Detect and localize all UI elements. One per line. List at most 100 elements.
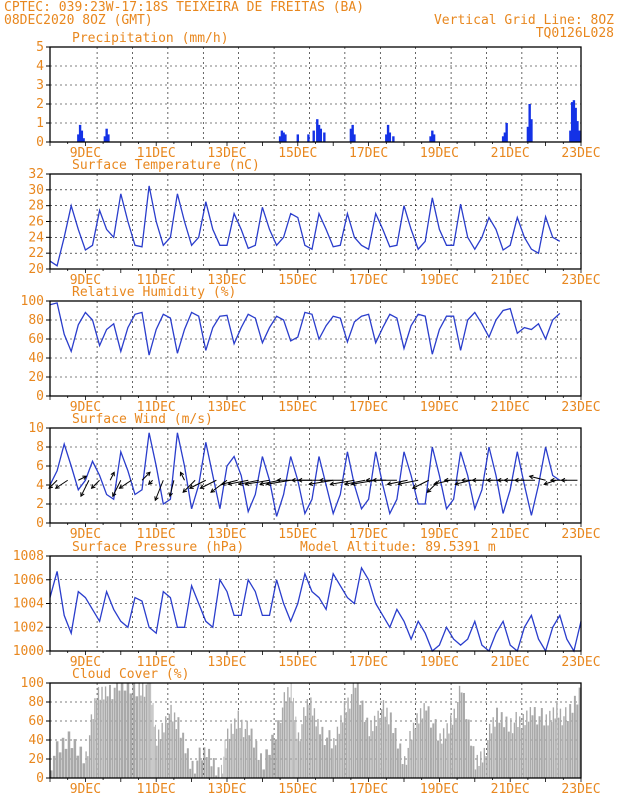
precip-bar xyxy=(82,138,85,142)
cloud-bar xyxy=(563,716,565,778)
cloud-bar xyxy=(396,748,399,778)
cloud-bar xyxy=(151,704,153,778)
cloud-bar xyxy=(373,715,376,778)
cloud-bar xyxy=(135,696,139,778)
x-tick-label: 19DEC xyxy=(420,146,459,161)
cloud-bar xyxy=(88,735,91,778)
wind-vector xyxy=(109,472,115,481)
cloud-bar xyxy=(210,766,213,778)
panels: Precipitation (mm/h) 0 1 2 3 4 5 9DEC 11DEC 13DEC… xyxy=(13,31,601,797)
wind-vector xyxy=(154,480,164,501)
y-tick-label: 0 xyxy=(36,389,44,404)
precip-bar xyxy=(501,136,505,142)
cloud-bar xyxy=(386,707,388,778)
cloud-bar xyxy=(143,696,146,778)
wind-arrowhead xyxy=(426,488,432,493)
cloud-bar xyxy=(99,699,101,778)
cloud-bar xyxy=(363,721,366,778)
y-tick-label: 30 xyxy=(28,183,44,198)
y-tick-label: 1008 xyxy=(13,549,44,564)
wind-vector xyxy=(221,479,238,485)
wind-arrowhead xyxy=(90,484,96,489)
cloud-bar xyxy=(310,697,312,778)
cloud-bar xyxy=(384,716,386,778)
y-tick-label: 40 xyxy=(28,733,44,748)
precip-bar xyxy=(388,132,392,142)
x-tick-label: 23DEC xyxy=(561,782,600,797)
cloud-bar xyxy=(498,722,501,778)
precip-bar xyxy=(392,136,395,142)
panel-5: Surface Pressure (hPa) Model Altitude: 89… xyxy=(13,540,601,670)
x-tick-label: 11DEC xyxy=(137,527,176,542)
cloud-bar xyxy=(448,733,450,778)
precip-bar xyxy=(386,124,390,142)
cloud-bar xyxy=(184,753,187,778)
cloud-bar xyxy=(474,769,477,778)
wind-vector xyxy=(182,479,196,493)
cloud-bar xyxy=(557,717,560,778)
wind-arrowhead xyxy=(454,481,460,486)
y-tick-label: 4 xyxy=(36,478,44,493)
x-tick-label: 19DEC xyxy=(420,655,459,670)
cloud-bar xyxy=(323,745,326,778)
precip-bar xyxy=(574,107,577,142)
cloud-bar xyxy=(163,732,165,778)
cloud-bar xyxy=(361,700,364,778)
x-tick-label: 9DEC xyxy=(70,400,101,415)
cloud-bar xyxy=(265,749,268,778)
cloud-bar xyxy=(250,728,253,778)
wind-arrowhead xyxy=(371,477,377,483)
cloud-bar xyxy=(118,690,121,778)
cloud-bar xyxy=(485,756,487,778)
cloud-bar xyxy=(260,753,262,778)
y-tick-label: 10 xyxy=(28,421,44,436)
cloud-bar xyxy=(280,722,282,778)
cloud-bar xyxy=(239,727,241,778)
cloud-bar xyxy=(227,728,229,778)
cloud-bar xyxy=(317,718,319,778)
y-tick-label: 5 xyxy=(36,40,44,55)
y-tick-label: 40 xyxy=(28,351,44,366)
x-tick-label: 23DEC xyxy=(561,400,600,415)
cloud-bar xyxy=(419,708,422,778)
cloud-bar xyxy=(70,748,74,778)
wind-arrowhead xyxy=(350,481,356,487)
cloud-bar xyxy=(328,730,331,778)
cloud-bar xyxy=(116,683,119,778)
cloud-bar xyxy=(566,721,569,778)
wind-vector xyxy=(78,475,87,481)
precip-bar xyxy=(385,134,388,142)
cloud-bar xyxy=(359,704,362,778)
cloud-bar xyxy=(372,731,374,778)
wind-arrowhead xyxy=(80,492,85,498)
wind-arrowhead xyxy=(549,477,555,483)
wind-vector xyxy=(200,479,217,489)
cloud-bar xyxy=(460,692,463,778)
wind-arrowhead xyxy=(220,481,226,486)
precip-bar xyxy=(528,104,531,142)
x-tick-label: 21DEC xyxy=(491,655,530,670)
y-tick-label: 3 xyxy=(36,78,44,93)
cloud-bar xyxy=(569,704,572,778)
cloud-bar xyxy=(565,707,567,778)
precip-bar xyxy=(569,130,572,142)
cloud-bar xyxy=(481,762,484,778)
cloud-bar xyxy=(172,721,174,778)
x-tick-label: 11DEC xyxy=(137,782,176,797)
y-tick-label: 6 xyxy=(36,459,44,474)
precip-bar xyxy=(312,130,315,142)
wind-arrowhead xyxy=(486,477,491,483)
cloud-bar xyxy=(221,764,222,778)
panel-title: Surface Wind (m/s) xyxy=(72,412,213,427)
cloud-bar xyxy=(379,718,381,778)
cloud-bar xyxy=(193,773,196,778)
cloud-bar xyxy=(290,683,292,778)
cloud-bar xyxy=(517,727,519,778)
cloud-bar xyxy=(299,741,301,778)
cloud-bar xyxy=(241,719,243,778)
precip-bar xyxy=(530,119,533,142)
x-tick-label: 9DEC xyxy=(70,146,101,161)
cloud-bar xyxy=(129,693,133,778)
wind-arrowhead xyxy=(386,481,392,486)
precip-bar xyxy=(103,136,107,142)
